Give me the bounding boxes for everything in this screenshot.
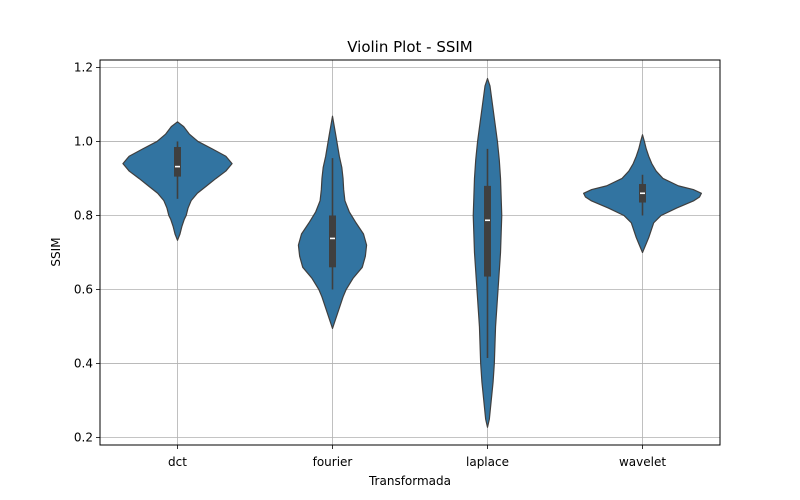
y-tick-label: 1.0 xyxy=(74,134,93,148)
iqr-box-laplace xyxy=(484,185,491,277)
plot-frame xyxy=(99,59,721,446)
ticks: 0.2 0.4 0.6 0.8 1.0 1.2 dct fourier laplace wavel… xyxy=(74,60,666,469)
grid xyxy=(100,60,720,445)
x-axis-label: Transformada xyxy=(368,474,451,488)
y-tick-label: 0.8 xyxy=(74,208,93,222)
iqr-box-dct xyxy=(174,146,181,177)
x-tick-label: laplace xyxy=(466,455,509,469)
y-tick-label: 1.2 xyxy=(74,60,93,74)
y-tick-label: 0.4 xyxy=(74,357,93,371)
y-tick-label: 0.2 xyxy=(74,431,93,445)
chart-title: Violin Plot - SSIM xyxy=(347,38,473,56)
y-axis-label: SSIM xyxy=(49,237,63,266)
x-tick-label: fourier xyxy=(313,455,353,469)
iqr-box-fourier xyxy=(329,215,336,268)
x-tick-label: wavelet xyxy=(619,455,666,469)
y-tick-label: 0.6 xyxy=(74,283,93,297)
x-tick-label: dct xyxy=(168,455,187,469)
violins xyxy=(122,77,702,428)
